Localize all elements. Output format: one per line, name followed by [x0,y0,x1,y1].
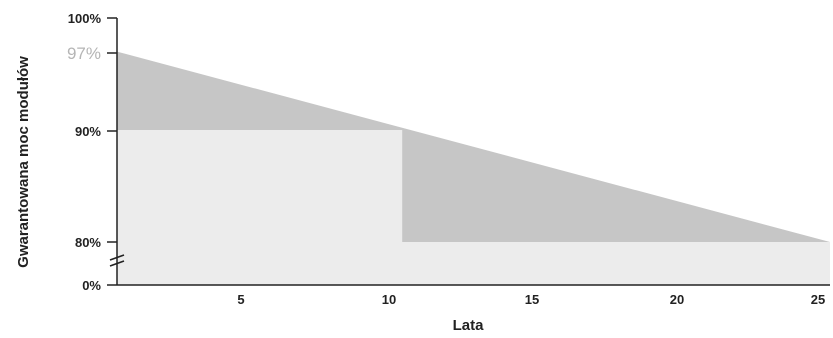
y-tick-label-97: 97% [67,44,101,63]
x-tick-label-25: 25 [811,292,825,307]
x-tick-label-15: 15 [525,292,539,307]
step-warranty-area [117,130,830,285]
y-tick-label-100: 100% [68,11,102,26]
x-tick-label-20: 20 [670,292,684,307]
axis-break-icon [109,254,125,267]
x-tick-label-5: 5 [237,292,244,307]
y-tick-label-80: 80% [75,235,101,250]
plot-area [117,51,830,285]
y-tick-label-90: 90% [75,124,101,139]
x-tick-label-10: 10 [382,292,396,307]
y-axis-title: Gwarantowana moc modułów [15,56,32,268]
x-axis-title: Lata [453,317,485,334]
y-tick-label-0: 0% [82,278,101,293]
